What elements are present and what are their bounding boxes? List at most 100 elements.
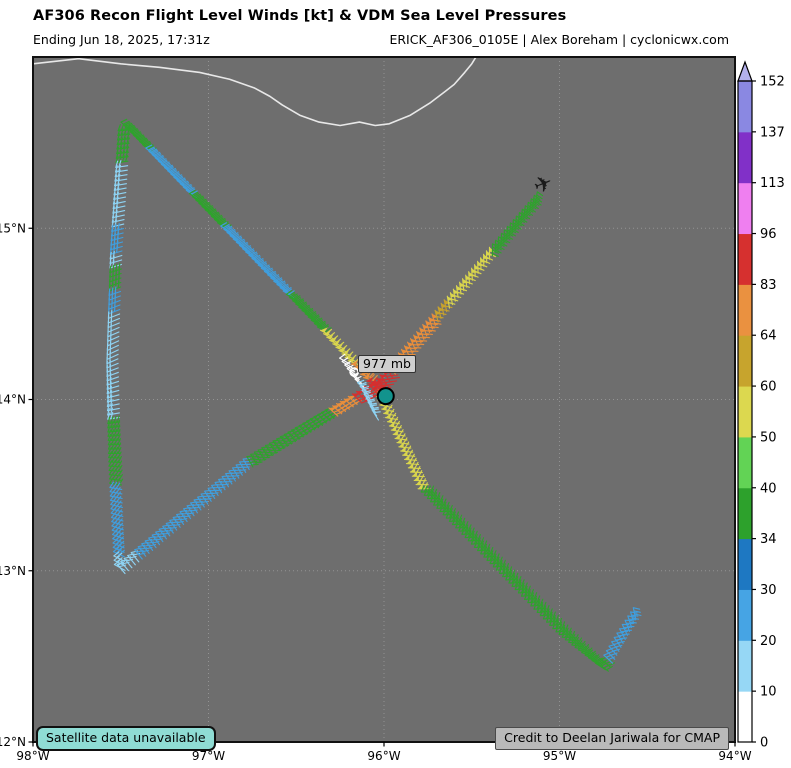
wind-barb: [116, 136, 130, 146]
wind-barb: [113, 191, 127, 200]
colorbar-tick-label: 96: [760, 227, 777, 242]
wind-barb: [167, 167, 180, 179]
wind-barb: [114, 164, 128, 173]
colorbar-tick-label: 0: [760, 736, 768, 751]
wind-barb: [197, 495, 209, 508]
wind-barb: [332, 405, 347, 415]
wind-barb-flag: [391, 425, 397, 431]
wind-barb: [430, 495, 444, 503]
wind-barb: [155, 530, 167, 543]
wind-barb: [605, 647, 618, 660]
wind-barb: [291, 427, 305, 440]
wind-barb: [193, 498, 205, 511]
wind-barb-flag: [348, 395, 356, 400]
wind-barb: [310, 315, 326, 327]
colorbar-segment: [738, 284, 752, 336]
colorbar-segment: [738, 233, 752, 285]
page-title: AF306 Recon Flight Level Winds [kt] & VD…: [33, 8, 567, 24]
wind-barb: [117, 127, 131, 136]
wind-barb: [276, 436, 290, 450]
wind-barb: [305, 418, 320, 431]
wind-barb-flag: [402, 449, 409, 456]
wind-barb: [581, 647, 596, 658]
storm-center-marker: [376, 387, 395, 406]
wind-barb: [165, 521, 177, 534]
wind-barb: [110, 227, 124, 237]
wind-barb: [285, 290, 301, 302]
wind-barb: [107, 424, 121, 433]
wind-barb: [110, 236, 124, 246]
wind-barb: [276, 280, 289, 292]
wind-barb: [106, 398, 120, 407]
wind-barb: [110, 241, 123, 251]
wind-barb: [214, 481, 226, 494]
wind-barb-flag: [352, 393, 360, 397]
wind-barb-flag: [387, 416, 394, 423]
wind-barb: [423, 488, 438, 496]
wind-barb: [108, 276, 122, 287]
wind-barb: [242, 457, 254, 471]
wind-barb: [228, 469, 240, 482]
wind-barb: [116, 141, 130, 150]
wind-barb: [192, 193, 207, 205]
colorbar-segment: [738, 538, 752, 590]
wind-barb: [232, 466, 243, 479]
wind-barb: [416, 331, 428, 344]
wind-barb: [108, 290, 121, 301]
wind-barb: [272, 439, 286, 452]
wind-barb: [129, 128, 145, 140]
wind-barb: [160, 160, 173, 173]
wind-barb: [492, 559, 506, 568]
wind-barb: [151, 533, 163, 546]
wind-barb: [183, 507, 195, 520]
wind-barb: [195, 196, 210, 208]
wind-barb: [260, 264, 273, 276]
wind-barb: [242, 244, 255, 256]
wind-barb: [107, 433, 121, 442]
wind-barb: [270, 273, 283, 285]
wind-barb: [426, 492, 441, 500]
wind-barb: [279, 434, 294, 447]
wind-barb: [223, 225, 236, 237]
wind-barb: [204, 206, 220, 218]
wind-barb: [107, 437, 121, 446]
wind-barb: [448, 514, 463, 522]
wind-barb: [245, 248, 258, 260]
y-tick-label: 12°N: [0, 735, 26, 749]
wind-barb: [116, 132, 130, 141]
wind-barb: [157, 157, 170, 169]
wind-barb: [313, 414, 328, 426]
wind-barb: [211, 483, 223, 497]
wind-barb: [107, 428, 121, 437]
wind-barb: [248, 251, 261, 263]
wind-barb: [116, 145, 130, 155]
wind-barb: [624, 619, 635, 632]
wind-barb: [324, 407, 339, 419]
wind-barb: [137, 544, 150, 557]
wind-barb: [106, 390, 120, 399]
wind-barb: [413, 334, 425, 347]
wind-barb: [288, 293, 304, 305]
wind-barb: [422, 323, 433, 337]
wind-barb-flag: [400, 445, 407, 452]
wind-barb: [229, 231, 242, 244]
wind-barb: [428, 316, 439, 330]
wind-barb: [294, 425, 309, 438]
wind-barb: [176, 512, 188, 525]
flight-leg-nw-se-transect: [120, 118, 642, 672]
wind-barb: [489, 556, 503, 565]
map-layers: ✈: [33, 57, 735, 742]
wind-barb: [304, 309, 320, 321]
cmap-credit-badge: Credit to Deelan Jariwala for CMAP: [495, 727, 729, 750]
wind-barb: [632, 607, 642, 621]
wind-barb-flag: [408, 462, 414, 469]
wind-barb: [112, 210, 125, 219]
colorbar-segment: [738, 131, 752, 184]
wind-barb: [108, 304, 121, 315]
wind-barb: [621, 623, 633, 636]
wind-barb: [440, 302, 450, 316]
wind-barb: [382, 370, 398, 383]
x-tick-label: 94°W: [718, 749, 751, 763]
wind-barb: [114, 173, 128, 182]
